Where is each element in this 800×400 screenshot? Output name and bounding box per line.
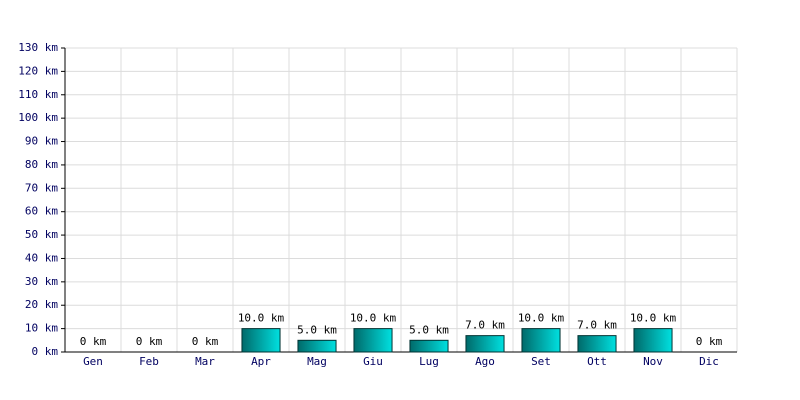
y-tick-label: 120 km — [18, 64, 58, 77]
bar — [521, 328, 561, 353]
bar — [353, 328, 393, 353]
value-label: 0 km — [696, 335, 723, 348]
y-tick-label: 50 km — [25, 228, 58, 241]
x-tick-label: Ott — [587, 355, 607, 368]
value-label: 5.0 km — [297, 323, 337, 336]
y-tick-label: 130 km — [18, 41, 58, 54]
y-tick-label: 20 km — [25, 298, 58, 311]
x-tick-label: Feb — [139, 355, 159, 368]
bar — [297, 339, 337, 353]
bar — [577, 335, 617, 353]
y-tick-label: 90 km — [25, 135, 58, 148]
value-label: 7.0 km — [577, 319, 617, 332]
y-tick-label: 80 km — [25, 158, 58, 171]
y-tick-label: 110 km — [18, 88, 58, 101]
y-tick-label: 0 km — [32, 345, 59, 358]
bar — [241, 328, 281, 353]
value-label: 5.0 km — [409, 323, 449, 336]
value-label: 7.0 km — [465, 319, 505, 332]
y-tick-label: 70 km — [25, 181, 58, 194]
y-tick-label: 40 km — [25, 251, 58, 264]
y-tick-label: 10 km — [25, 322, 58, 335]
value-label: 10.0 km — [350, 312, 397, 325]
value-label: 0 km — [136, 335, 163, 348]
y-tick-label: 30 km — [25, 275, 58, 288]
bar — [633, 328, 673, 353]
bar — [465, 335, 505, 353]
y-tick-label: 60 km — [25, 205, 58, 218]
x-tick-label: Giu — [363, 355, 383, 368]
x-tick-label: Lug — [419, 355, 439, 368]
value-label: 10.0 km — [238, 312, 285, 325]
value-label: 0 km — [192, 335, 219, 348]
bar — [409, 339, 449, 353]
x-tick-label: Apr — [251, 355, 271, 368]
value-label: 10.0 km — [518, 312, 565, 325]
value-label: 10.0 km — [630, 312, 677, 325]
y-tick-label: 100 km — [18, 111, 58, 124]
value-label: 0 km — [80, 335, 107, 348]
x-tick-label: Mag — [307, 355, 327, 368]
x-tick-label: Mar — [195, 355, 215, 368]
x-tick-label: Set — [531, 355, 551, 368]
x-tick-label: Gen — [83, 355, 103, 368]
x-tick-label: Dic — [699, 355, 719, 368]
x-tick-label: Nov — [643, 355, 663, 368]
x-tick-label: Ago — [475, 355, 495, 368]
